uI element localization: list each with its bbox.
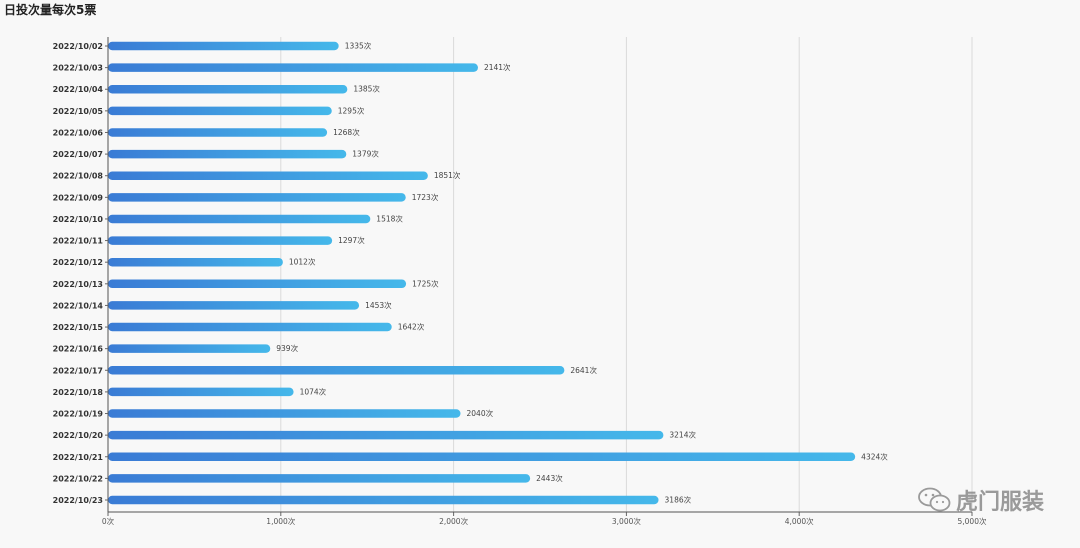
data-label: 1518次 bbox=[376, 213, 403, 223]
category-label: 2022/10/14 bbox=[53, 301, 104, 310]
category-label: 2022/10/23 bbox=[53, 496, 103, 505]
data-label: 2040次 bbox=[467, 408, 494, 418]
x-tick-label: 4,000次 bbox=[785, 516, 814, 526]
bar[interactable] bbox=[108, 301, 360, 310]
category-label: 2022/10/20 bbox=[53, 431, 104, 440]
x-tick-label: 3,000次 bbox=[612, 516, 641, 526]
data-label: 1268次 bbox=[333, 127, 360, 137]
data-label: 4324次 bbox=[861, 451, 888, 461]
data-label: 1379次 bbox=[352, 149, 379, 159]
bar[interactable] bbox=[108, 214, 371, 224]
chart-title: 日投次量每次5票 bbox=[4, 3, 97, 17]
category-label: 2022/10/06 bbox=[53, 128, 104, 137]
data-label: 1723次 bbox=[412, 192, 439, 202]
data-label: 3186次 bbox=[665, 495, 692, 505]
data-label: 1642次 bbox=[398, 322, 425, 332]
data-label: 1385次 bbox=[353, 84, 380, 94]
bar[interactable] bbox=[108, 474, 531, 483]
x-tick-label: 1,000次 bbox=[266, 516, 295, 526]
category-label: 2022/10/03 bbox=[53, 64, 103, 73]
bar[interactable] bbox=[108, 279, 407, 289]
data-label: 1851次 bbox=[434, 170, 461, 180]
data-label: 1012次 bbox=[289, 257, 316, 267]
category-label: 2022/10/08 bbox=[53, 172, 104, 181]
wechat-icon bbox=[918, 487, 951, 512]
bar[interactable] bbox=[108, 257, 283, 267]
category-label: 2022/10/07 bbox=[53, 150, 103, 159]
watermark: 虎门服装 bbox=[918, 484, 1044, 516]
bar[interactable] bbox=[108, 63, 478, 72]
data-label: 2641次 bbox=[570, 365, 597, 375]
bar[interactable] bbox=[108, 387, 294, 397]
data-label: 1335次 bbox=[345, 41, 372, 51]
category-label: 2022/10/22 bbox=[53, 474, 103, 483]
bar[interactable] bbox=[108, 84, 348, 94]
data-label: 1295次 bbox=[338, 105, 365, 115]
bar[interactable] bbox=[108, 366, 565, 375]
bar[interactable] bbox=[108, 41, 339, 51]
data-label: 1725次 bbox=[412, 278, 439, 288]
x-tick-label: 0次 bbox=[102, 516, 115, 526]
category-label: 2022/10/13 bbox=[53, 280, 103, 289]
bar[interactable] bbox=[108, 236, 333, 245]
bar[interactable] bbox=[108, 430, 664, 440]
x-tick-label: 2,000次 bbox=[439, 516, 468, 526]
bar[interactable] bbox=[108, 106, 332, 116]
bar[interactable] bbox=[108, 171, 428, 180]
category-label: 2022/10/18 bbox=[53, 388, 104, 397]
category-label: 2022/10/19 bbox=[53, 410, 104, 419]
bar[interactable] bbox=[108, 409, 461, 418]
category-label: 2022/10/10 bbox=[53, 215, 104, 224]
category-label: 2022/10/09 bbox=[53, 193, 104, 202]
category-label: 2022/10/21 bbox=[53, 453, 104, 462]
bar[interactable] bbox=[108, 495, 659, 505]
data-label: 1297次 bbox=[338, 235, 365, 245]
bar[interactable] bbox=[108, 452, 856, 462]
x-tick-label: 5,000次 bbox=[958, 516, 987, 526]
bar[interactable] bbox=[108, 322, 392, 332]
bar[interactable] bbox=[108, 193, 406, 202]
category-label: 2022/10/05 bbox=[53, 107, 104, 116]
category-label: 2022/10/15 bbox=[53, 323, 104, 332]
data-label: 1453次 bbox=[365, 300, 392, 310]
category-label: 2022/10/02 bbox=[53, 42, 103, 51]
data-label: 2443次 bbox=[536, 473, 563, 483]
watermark-text: 虎门服装 bbox=[955, 490, 1044, 515]
category-label: 2022/10/04 bbox=[53, 85, 104, 94]
category-label: 2022/10/17 bbox=[53, 366, 103, 375]
category-label: 2022/10/16 bbox=[53, 345, 104, 354]
category-label: 2022/10/12 bbox=[53, 258, 103, 267]
data-label: 1074次 bbox=[300, 386, 327, 396]
data-label: 939次 bbox=[276, 343, 298, 353]
bar[interactable] bbox=[108, 128, 328, 137]
bar[interactable] bbox=[108, 344, 271, 353]
data-label: 2141次 bbox=[484, 62, 511, 72]
category-label: 2022/10/11 bbox=[53, 237, 104, 246]
data-label: 3214次 bbox=[669, 430, 696, 440]
bar[interactable] bbox=[108, 149, 347, 159]
